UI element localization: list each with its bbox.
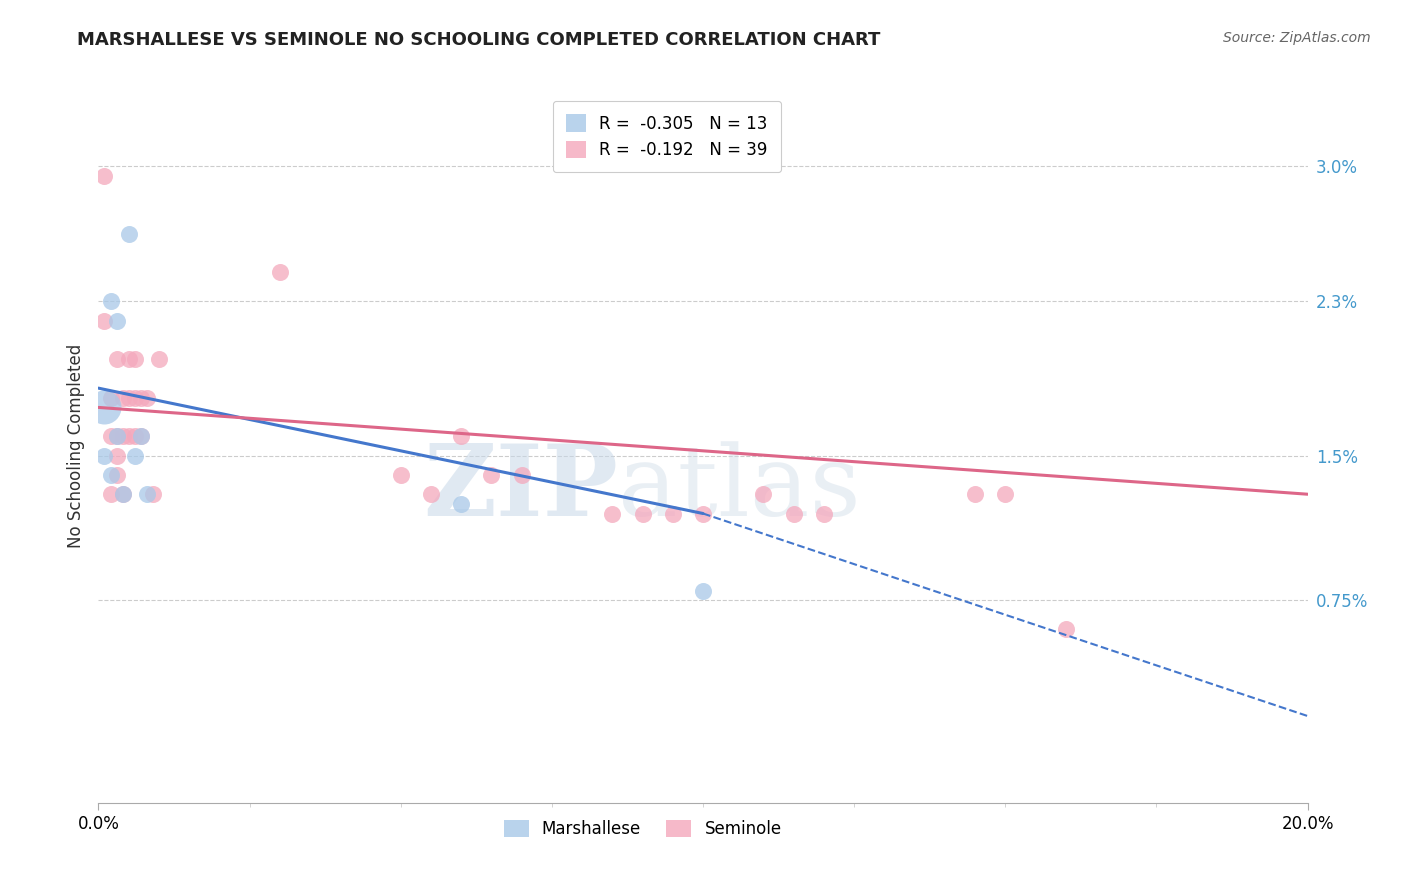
Point: [135, 391, 157, 405]
Point: [389, 467, 412, 482]
Point: [142, 487, 165, 501]
Point: [105, 352, 128, 367]
Point: [124, 391, 146, 405]
Point: [111, 487, 134, 501]
Y-axis label: No Schooling Completed: No Schooling Completed: [66, 344, 84, 548]
Point: [124, 352, 146, 367]
Point: [813, 507, 835, 521]
Point: [481, 467, 503, 482]
Point: [105, 467, 128, 482]
Point: [100, 429, 122, 443]
Point: [692, 507, 714, 521]
Point: [661, 507, 683, 521]
Point: [129, 429, 152, 443]
Point: [118, 227, 141, 241]
Point: [148, 352, 170, 367]
Point: [450, 429, 472, 443]
Point: [692, 583, 714, 598]
Point: [105, 313, 128, 327]
Point: [100, 467, 122, 482]
Point: [93, 401, 115, 415]
Text: Source: ZipAtlas.com: Source: ZipAtlas.com: [1223, 31, 1371, 45]
Point: [105, 449, 128, 463]
Point: [93, 313, 115, 327]
Point: [111, 429, 134, 443]
Point: [420, 487, 443, 501]
Point: [752, 487, 775, 501]
Point: [100, 391, 122, 405]
Point: [100, 294, 122, 309]
Point: [111, 487, 134, 501]
Point: [118, 391, 141, 405]
Text: ZIP: ZIP: [423, 441, 619, 537]
Point: [631, 507, 654, 521]
Text: MARSHALLESE VS SEMINOLE NO SCHOOLING COMPLETED CORRELATION CHART: MARSHALLESE VS SEMINOLE NO SCHOOLING COM…: [77, 31, 880, 49]
Point: [129, 391, 152, 405]
Point: [118, 429, 141, 443]
Point: [124, 449, 146, 463]
Point: [269, 265, 291, 279]
Point: [129, 429, 152, 443]
Point: [105, 429, 128, 443]
Point: [100, 487, 122, 501]
Point: [783, 507, 806, 521]
Legend: Marshallese, Seminole: Marshallese, Seminole: [496, 813, 789, 845]
Text: atlas: atlas: [619, 441, 860, 537]
Point: [93, 449, 115, 463]
Point: [1054, 622, 1077, 636]
Point: [118, 352, 141, 367]
Point: [994, 487, 1017, 501]
Point: [965, 487, 987, 501]
Point: [124, 429, 146, 443]
Point: [135, 487, 157, 501]
Point: [111, 391, 134, 405]
Point: [105, 429, 128, 443]
Point: [450, 497, 472, 511]
Point: [602, 507, 624, 521]
Point: [510, 467, 533, 482]
Point: [93, 169, 115, 183]
